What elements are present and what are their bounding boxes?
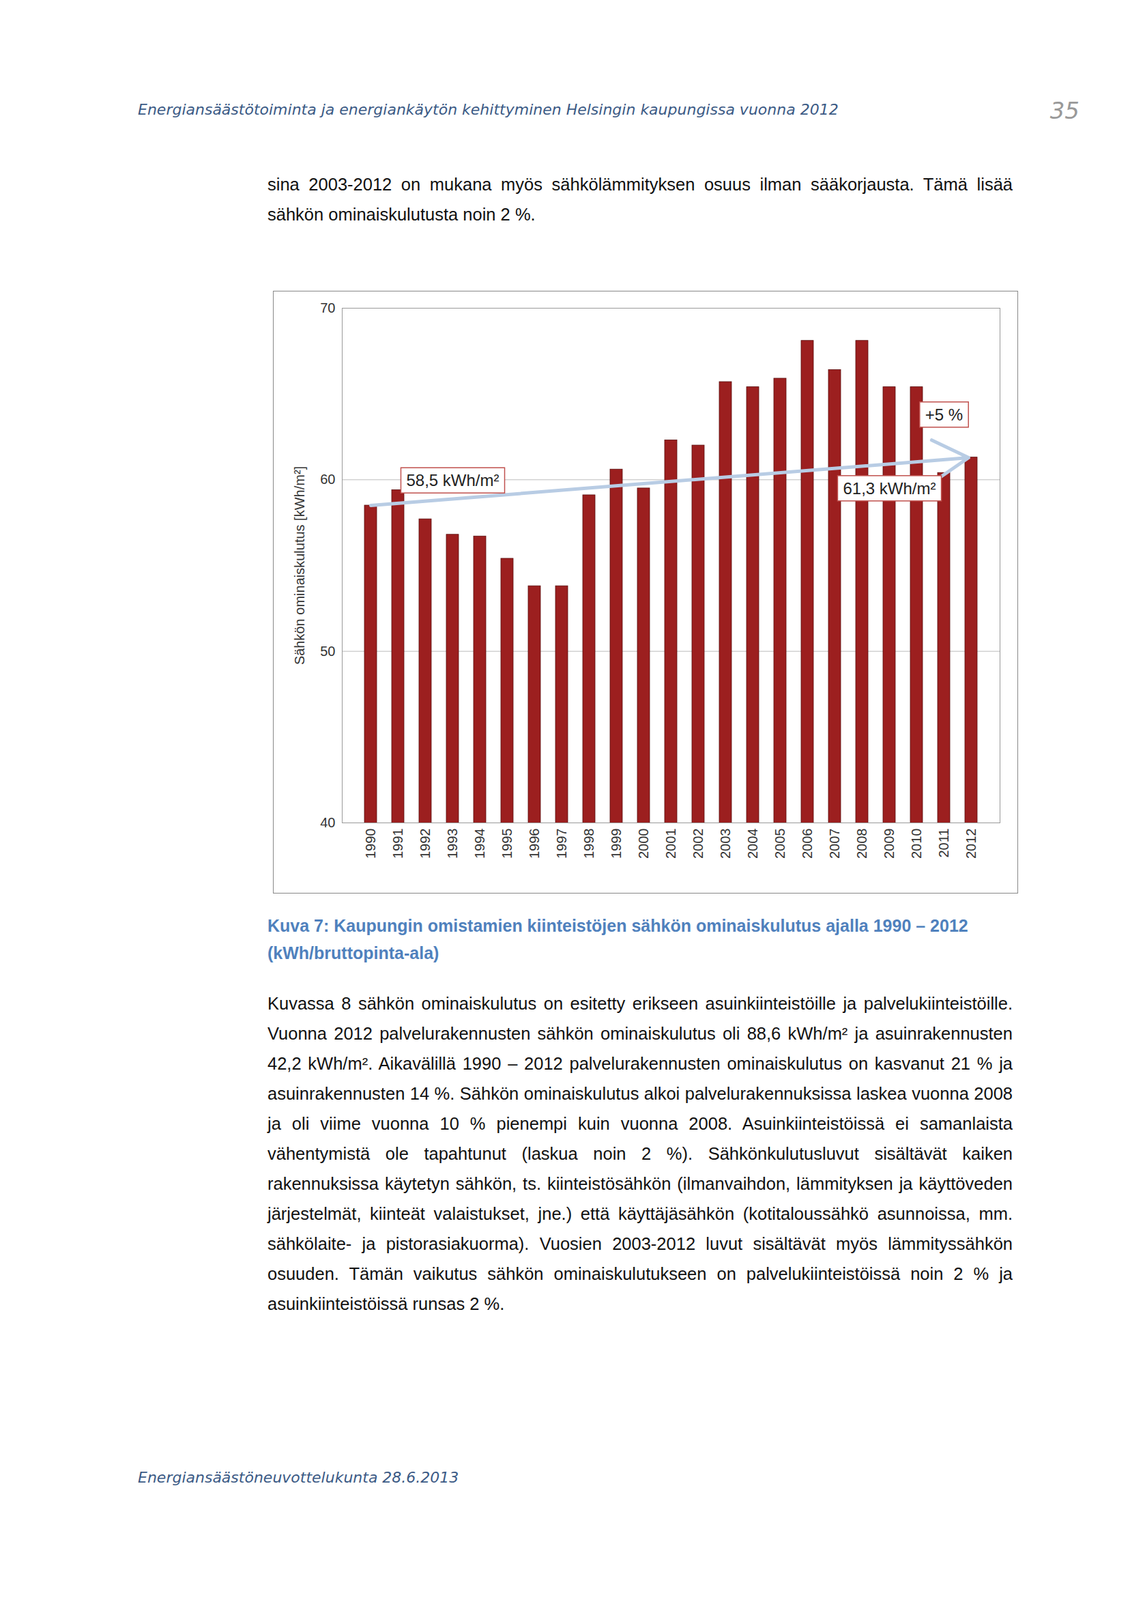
svg-text:2002: 2002	[690, 828, 706, 860]
svg-text:1999: 1999	[608, 828, 624, 860]
html-text:35: 35	[1049, 96, 1080, 125]
svg-text:Sähkön ominaiskulutus [kWh/m²]: Sähkön ominaiskulutus [kWh/m²]	[292, 466, 308, 665]
html-text:Kuvassa 8 sähkön ominaiskulutu: Kuvassa 8 sähkön ominaiskulutus on esite…	[267, 993, 1013, 1313]
svg-text:2009: 2009	[881, 828, 897, 860]
svg-text:2010: 2010	[908, 828, 924, 860]
svg-text:1996: 1996	[526, 828, 542, 860]
svg-text:1997: 1997	[554, 828, 570, 860]
svg-text:1998: 1998	[581, 828, 597, 860]
svg-text:2004: 2004	[745, 828, 761, 860]
svg-text:2005: 2005	[772, 828, 788, 860]
svg-text:+5 %: +5 %	[925, 405, 963, 424]
svg-text:60: 60	[320, 471, 336, 487]
html-text:sina 2003-2012 on mukana myös: sina 2003-2012 on mukana myös sähkölämmi…	[267, 174, 1013, 224]
svg-text:2006: 2006	[799, 828, 815, 860]
svg-text:2001: 2001	[663, 828, 679, 860]
svg-text:2012: 2012	[963, 828, 979, 860]
svg-text:58,5 kWh/m²: 58,5 kWh/m²	[406, 470, 499, 490]
svg-text:2000: 2000	[635, 828, 651, 860]
svg-text:2011: 2011	[936, 828, 952, 858]
svg-text:2003: 2003	[717, 828, 733, 860]
svg-text:70: 70	[320, 300, 336, 316]
svg-text:50: 50	[320, 643, 336, 659]
svg-text:40: 40	[320, 814, 336, 830]
html-text:Energiansäästöneuvottelukunta: Energiansäästöneuvottelukunta 28.6.2013	[137, 1468, 459, 1486]
svg-text:1993: 1993	[444, 828, 460, 860]
svg-text:1994: 1994	[472, 828, 488, 860]
svg-text:1991: 1991	[390, 828, 406, 860]
svg-text:2008: 2008	[854, 828, 870, 860]
svg-text:1995: 1995	[499, 828, 515, 860]
svg-text:2007: 2007	[827, 828, 843, 860]
svg-text:1990: 1990	[363, 828, 379, 860]
html-text:Energiansäästötoiminta ja ener: Energiansäästötoiminta ja energiankäytön…	[137, 100, 839, 119]
svg-text:61,3 kWh/m²: 61,3 kWh/m²	[842, 479, 936, 498]
html-text:Kuva 7: Kaupungin omistamien k: Kuva 7: Kaupungin omistamien kiinteistöj…	[267, 915, 969, 963]
svg-text:1992: 1992	[417, 828, 433, 860]
